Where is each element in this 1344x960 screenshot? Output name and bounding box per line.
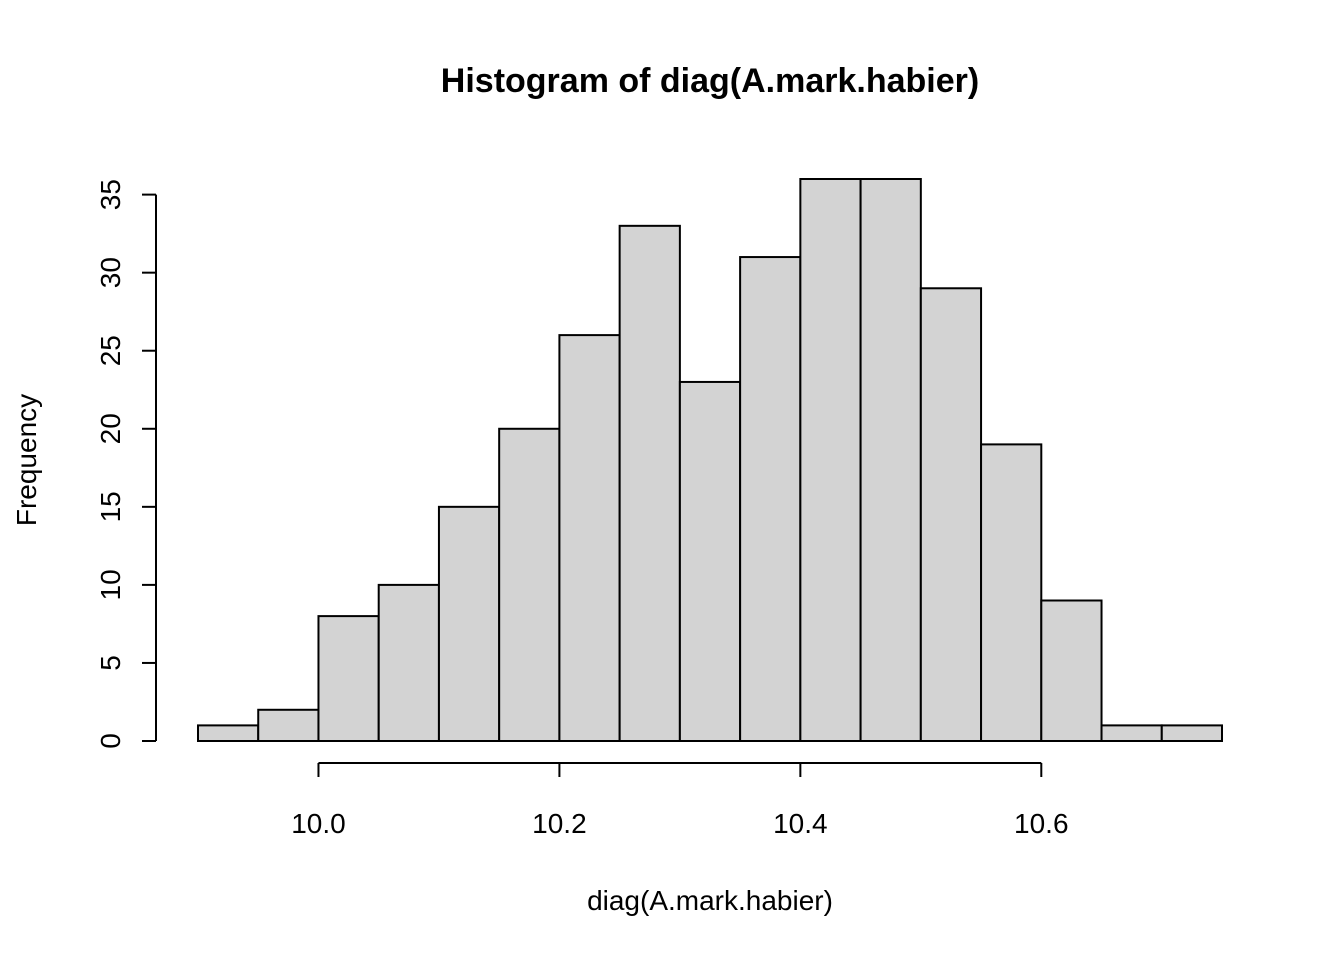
y-tick-label: 10 [95, 569, 126, 600]
x-axis: 10.0 10.2 10.4 10.6 [291, 762, 1069, 839]
histogram-bar [437, 505, 501, 743]
histogram-bar [498, 427, 561, 742]
x-axis-label: diag(A.mark.habier) [587, 885, 833, 916]
histogram-bar [739, 256, 802, 742]
histogram-bar [618, 224, 681, 743]
y-tick-label: 35 [95, 179, 126, 210]
y-tick-label: 15 [95, 491, 126, 522]
y-tick-label: 0 [95, 733, 126, 749]
histogram-bar [799, 178, 862, 742]
y-axis: 0 5 10 15 20 25 30 35 [95, 179, 157, 749]
histogram-bar [678, 380, 742, 742]
y-tick-label: 5 [95, 655, 126, 671]
histogram-bar [317, 615, 380, 742]
histogram-bar [1100, 724, 1163, 743]
y-tick-label: 30 [95, 257, 126, 288]
histogram-bar [558, 334, 621, 742]
histogram-bar [377, 583, 440, 743]
x-tick-label: 10.0 [291, 808, 346, 839]
histogram-bar [1160, 724, 1223, 743]
histogram-bar [257, 708, 320, 742]
histogram-bar [919, 287, 983, 742]
histogram-bar [859, 178, 922, 742]
histogram-bar [197, 724, 260, 743]
chart-title: Histogram of diag(A.mark.habier) [441, 62, 979, 100]
y-tick-label: 20 [95, 413, 126, 444]
histogram-bars [197, 178, 1223, 743]
y-tick-label: 25 [95, 335, 126, 366]
x-tick-label: 10.6 [1014, 808, 1069, 839]
y-axis-label: Frequency [11, 394, 42, 526]
histogram-bar [980, 443, 1043, 742]
x-tick-label: 10.2 [532, 808, 587, 839]
histogram-bar [1040, 599, 1103, 742]
x-tick-label: 10.4 [773, 808, 828, 839]
